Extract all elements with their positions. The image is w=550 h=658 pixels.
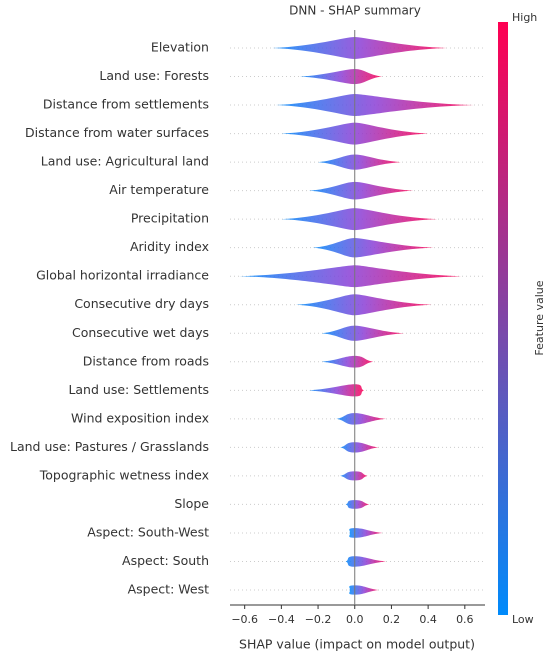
x-tick-label: 0.6 [456,613,474,626]
feature-label: Global horizontal irradiance [36,268,209,283]
feature-label: Aridity index [130,239,209,254]
swarm [239,265,462,288]
feature-label: Air temperature [109,182,209,197]
swarm [299,68,383,85]
x-tick-label: −0.6 [231,613,258,626]
swarm [321,355,374,368]
x-tick-label: 0.2 [383,613,401,626]
chart-title: DNN - SHAP summary [289,4,421,18]
swarm [275,94,474,117]
colorbar-high: High [512,11,537,24]
feature-label: Land use: Settlements [68,382,209,397]
feature-label: Aspect: South-West [87,524,209,539]
colorbar-label: Feature value [533,280,546,355]
swarm [336,413,386,425]
feature-label: Aspect: South [122,553,209,568]
feature-label: Topographic wetness index [39,467,209,482]
swarm [308,384,364,397]
swarm [308,181,414,200]
feature-label: Wind exposition index [71,410,209,425]
feature-label: Distance from water surfaces [25,125,209,140]
swarm [349,585,379,595]
x-tick-label: −0.2 [305,613,332,626]
feature-label: Land use: Pastures / Grasslands [10,439,209,454]
swarm [272,37,447,59]
feature-label: Precipitation [131,211,209,226]
feature-label: Consecutive dry days [74,296,209,311]
x-axis-label: SHAP value (impact on model output) [239,637,475,652]
feature-label: Elevation [151,40,209,55]
swarm [281,208,438,231]
feature-label: Land use: Agricultural land [41,154,209,169]
feature-label: Slope [174,496,209,511]
swarm [349,528,383,538]
feature-label: Land use: Forests [99,68,209,83]
feature-label: Consecutive wet days [72,325,209,340]
swarm [296,294,432,316]
swarm [318,154,401,170]
swarm [345,500,370,509]
feature-label: Distance from roads [83,353,209,368]
swarm [312,237,434,258]
colorbar-low: Low [512,613,534,626]
feature-label: Distance from settlements [43,97,209,112]
swarm [340,471,368,481]
x-tick-label: 0.4 [419,613,437,626]
x-tick-label: −0.4 [268,613,295,626]
feature-label: Aspect: West [128,582,209,597]
swarm [340,442,379,453]
colorbar [498,22,508,615]
swarm [321,325,405,341]
swarm [345,556,386,567]
x-tick-label: 0.0 [346,613,364,626]
